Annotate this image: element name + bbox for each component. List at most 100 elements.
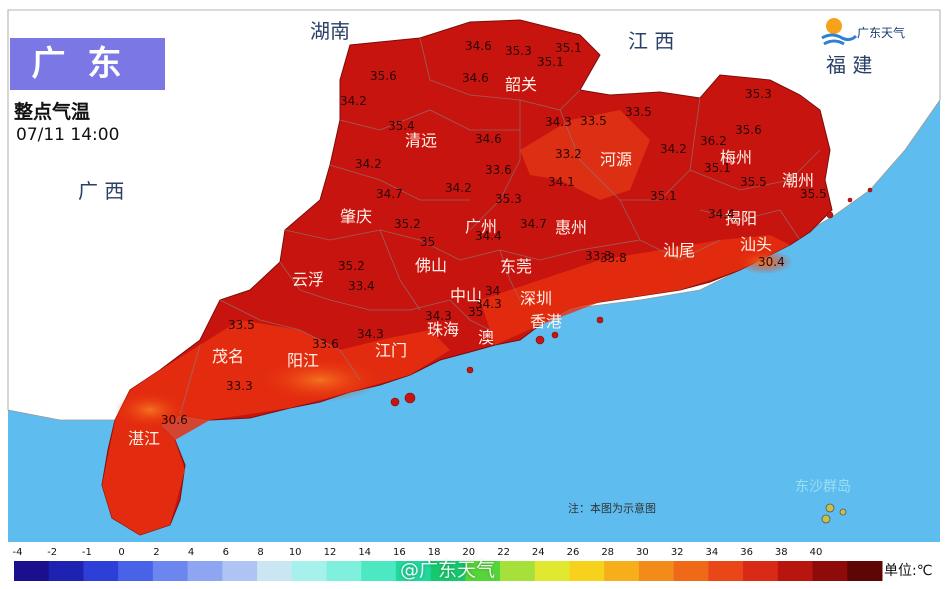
legend-color-swatch (14, 561, 50, 581)
legend-tick-label: 28 (601, 547, 615, 558)
temperature-label: 34.6 (475, 132, 502, 146)
legend-color-swatch (222, 561, 258, 581)
map-subtitle: 整点气温 (14, 101, 91, 123)
city-label-guangzhou: 广州 (465, 217, 497, 236)
legend-tick-label: 26 (566, 547, 580, 558)
legend-color-swatch (777, 561, 814, 581)
temperature-label: 34.6 (462, 71, 489, 85)
legend-color-swatch (638, 561, 675, 581)
legend-color-swatch (48, 561, 84, 581)
city-label-chaozhou: 潮州 (782, 171, 814, 190)
cool-patch-shantou (737, 250, 793, 274)
temperature-label: 35 (420, 235, 435, 249)
city-label-shenzhen: 深圳 (520, 289, 552, 308)
legend-tick-label: 32 (670, 547, 684, 558)
temperature-label: 35.3 (495, 192, 522, 206)
temperature-label: 35.3 (505, 44, 532, 58)
temperature-label: 34.3 (425, 309, 452, 323)
legend-tick-label: 36 (740, 547, 753, 558)
temperature-label: 35.6 (370, 69, 397, 83)
temperature-label: 34.7 (520, 217, 547, 231)
warm-zone-coast (480, 235, 790, 345)
coastal-islands (390, 187, 873, 407)
temperature-label: 34.4 (475, 229, 502, 243)
legend-tick-label: -4 (12, 547, 23, 558)
legend-color-swatch (847, 561, 883, 581)
dongsha-islands (821, 503, 847, 524)
cool-patch-yangjiang (260, 358, 380, 402)
watermark: @广东天气 (400, 559, 496, 581)
temperature-label: 33.4 (348, 279, 375, 293)
temperature-label: 34.6 (465, 39, 492, 53)
city-label-dongsha: 东沙群岛 (795, 479, 851, 495)
guangdong-weather-logo (818, 12, 928, 52)
city-label-maoming: 茂名 (212, 347, 244, 366)
legend-color-swatch (812, 561, 848, 581)
region-label-guangxi: 广 西 (78, 179, 124, 203)
city-label-shantou: 汕头 (740, 235, 772, 254)
city-label-shanwei: 汕尾 (663, 241, 695, 260)
temperature-label: 33.3 (226, 379, 253, 393)
legend-color-swatch (152, 561, 189, 581)
city-label-huizhou: 惠州 (555, 218, 587, 237)
region-label-hunan: 湖南 (310, 19, 350, 43)
legend-tick-label: 6 (222, 547, 229, 558)
city-label-foshan: 佛山 (415, 256, 447, 275)
temperature-label: 34.2 (660, 142, 687, 156)
observation-time: 07/11 14:00 (16, 125, 120, 145)
temperature-label: 35.5 (740, 175, 767, 189)
temperature-legend-bar (14, 561, 883, 581)
legend-tick-label: 18 (427, 547, 441, 558)
legend-tick-label: 14 (358, 547, 372, 558)
legend-color-swatch (430, 561, 466, 581)
cool-patch-zhanjiang (115, 392, 185, 428)
city-label-zhanjiang: 湛江 (128, 429, 160, 448)
legend-tick-label: 10 (288, 547, 302, 558)
legend-tick-label: 34 (705, 547, 719, 558)
temperature-label: 34.7 (376, 187, 403, 201)
temperature-label: 34.3 (545, 115, 572, 129)
temperature-label: 33.5 (625, 105, 652, 119)
legend-color-swatch (361, 561, 397, 581)
region-label-jiangxi: 江 西 (628, 29, 674, 53)
temperature-label: 35.2 (338, 259, 365, 273)
legend-color-swatch (465, 561, 501, 581)
map-note: 注：本图为示意图 (568, 502, 656, 515)
city-label-jiangmen: 江门 (375, 341, 407, 360)
legend-tick-label: 30 (636, 547, 649, 558)
temperature-label: 35.3 (745, 87, 772, 101)
legend-color-swatch (604, 561, 640, 581)
temperature-label: 36.2 (700, 134, 727, 148)
legend-tick-label: 12 (323, 547, 337, 558)
temperature-label: 33.6 (312, 337, 339, 351)
city-label-zhongshan: 中山 (450, 286, 482, 305)
legend-tick-label: 22 (497, 547, 510, 558)
legend-color-swatch (673, 561, 709, 581)
temperature-label: 33.8 (600, 251, 627, 265)
temperature-label: 33.5 (580, 114, 607, 128)
legend-tick-label: 38 (774, 547, 788, 558)
legend-color-swatch (187, 561, 223, 581)
temperature-label: 34 (485, 284, 500, 298)
temperature-label: 34.2 (340, 94, 367, 108)
logo-text: 广东天气 (857, 26, 906, 40)
temperature-label: 34.1 (548, 175, 575, 189)
sun-cloud-icon (821, 18, 858, 46)
city-label-meizhou: 梅州 (720, 148, 752, 167)
temperature-label: 35 (468, 305, 483, 319)
temperature-label: 35.6 (735, 123, 762, 137)
warm-zone-center (520, 110, 650, 200)
legend-color-swatch (743, 561, 779, 581)
legend-color-swatch (291, 561, 327, 581)
legend-tick-label: -1 (81, 547, 92, 558)
city-label-yunfu: 云浮 (292, 270, 324, 289)
legend-color-swatch (708, 561, 744, 581)
city-label-shaoguan: 韶关 (505, 75, 537, 94)
legend-color-swatch (395, 561, 432, 581)
temperature-label: 34.2 (445, 181, 472, 195)
legend-tick-label: 40 (809, 547, 823, 558)
legend-color-swatch (500, 561, 536, 581)
city-label-zhuhai: 珠海 (427, 320, 459, 339)
temperature-label: 35.4 (388, 119, 415, 133)
